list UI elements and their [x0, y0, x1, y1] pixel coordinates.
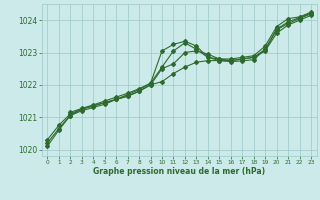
X-axis label: Graphe pression niveau de la mer (hPa): Graphe pression niveau de la mer (hPa): [93, 167, 265, 176]
